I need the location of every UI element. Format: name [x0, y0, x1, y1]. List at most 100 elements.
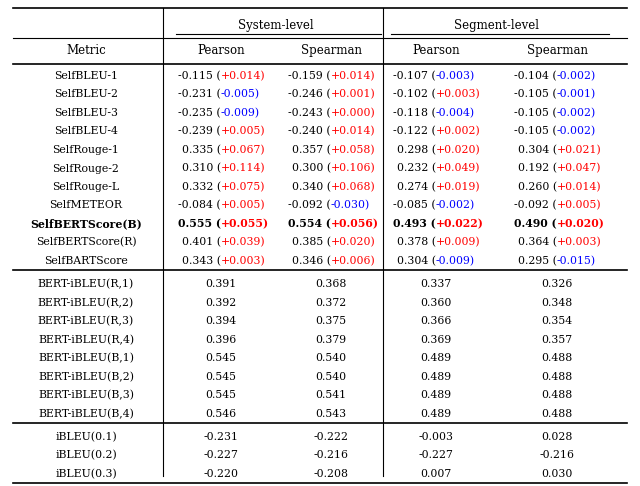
Text: 0.489: 0.489 — [420, 409, 452, 418]
Text: 0.555 (: 0.555 ( — [178, 219, 221, 229]
Text: 0.541: 0.541 — [316, 390, 347, 400]
Text: SelfBLEU-1: SelfBLEU-1 — [54, 71, 118, 81]
Text: 0.540: 0.540 — [316, 372, 347, 382]
Text: 0.028: 0.028 — [541, 432, 573, 442]
Text: -0.115 (: -0.115 ( — [179, 71, 221, 81]
Text: -0.105 (: -0.105 ( — [515, 89, 557, 100]
Text: -0.216: -0.216 — [314, 450, 349, 460]
Text: +0.014): +0.014) — [557, 182, 602, 192]
Text: 0.490 (: 0.490 ( — [515, 219, 557, 229]
Text: 0.295 (: 0.295 ( — [518, 256, 557, 266]
Text: 0.360: 0.360 — [420, 297, 452, 308]
Text: +0.014): +0.014) — [331, 71, 376, 81]
Text: -0.030): -0.030) — [331, 200, 371, 210]
Text: 0.260 (: 0.260 ( — [518, 182, 557, 192]
Text: Pearson: Pearson — [412, 45, 460, 57]
Text: -0.240 (: -0.240 ( — [288, 126, 331, 137]
Text: BERT-iBLEU(R,4): BERT-iBLEU(R,4) — [38, 334, 134, 345]
Text: +0.039): +0.039) — [221, 237, 266, 248]
Text: -0.122 (: -0.122 ( — [393, 126, 436, 137]
Text: -0.002): -0.002) — [557, 108, 596, 118]
Text: 0.357 (: 0.357 ( — [292, 145, 331, 155]
Text: -0.003: -0.003 — [419, 432, 454, 442]
Text: 0.488: 0.488 — [541, 390, 573, 400]
Text: 0.392: 0.392 — [205, 297, 237, 308]
Text: +0.067): +0.067) — [221, 145, 266, 155]
Text: SelfRouge-1: SelfRouge-1 — [52, 145, 120, 155]
Text: iBLEU(0.2): iBLEU(0.2) — [55, 450, 117, 460]
Text: +0.014): +0.014) — [331, 126, 376, 137]
Text: 0.030: 0.030 — [541, 469, 573, 479]
Text: SelfBERTScore(B): SelfBERTScore(B) — [30, 219, 142, 229]
Text: SelfBLEU-4: SelfBLEU-4 — [54, 126, 118, 137]
Text: +0.106): +0.106) — [331, 163, 376, 174]
Text: 0.348: 0.348 — [541, 297, 573, 308]
Text: 0.340 (: 0.340 ( — [292, 182, 331, 192]
Text: -0.227: -0.227 — [419, 450, 453, 460]
Text: -0.104 (: -0.104 ( — [515, 71, 557, 81]
Text: -0.092 (: -0.092 ( — [515, 200, 557, 210]
Text: 0.543: 0.543 — [316, 409, 347, 418]
Text: 0.379: 0.379 — [316, 335, 347, 345]
Text: +0.049): +0.049) — [436, 163, 481, 174]
Text: 0.401 (: 0.401 ( — [182, 237, 221, 248]
Text: 0.378 (: 0.378 ( — [397, 237, 436, 248]
Text: +0.009): +0.009) — [436, 237, 481, 248]
Text: 0.546: 0.546 — [205, 409, 237, 418]
Text: +0.000): +0.000) — [331, 108, 376, 118]
Text: 0.357: 0.357 — [541, 335, 573, 345]
Text: 0.364 (: 0.364 ( — [518, 237, 557, 248]
Text: +0.056): +0.056) — [331, 219, 379, 229]
Text: -0.208: -0.208 — [314, 469, 349, 479]
Text: +0.022): +0.022) — [436, 219, 484, 229]
Text: Metric: Metric — [66, 45, 106, 57]
Text: 0.232 (: 0.232 ( — [397, 163, 436, 174]
Text: BERT-iBLEU(B,2): BERT-iBLEU(B,2) — [38, 371, 134, 382]
Text: SelfBLEU-3: SelfBLEU-3 — [54, 108, 118, 118]
Text: 0.332 (: 0.332 ( — [182, 182, 221, 192]
Text: -0.220: -0.220 — [204, 469, 239, 479]
Text: SelfBARTScore: SelfBARTScore — [44, 256, 128, 266]
Text: 0.488: 0.488 — [541, 372, 573, 382]
Text: BERT-iBLEU(R,1): BERT-iBLEU(R,1) — [38, 279, 134, 289]
Text: +0.002): +0.002) — [436, 126, 481, 137]
Text: System-level: System-level — [238, 19, 314, 33]
Text: 0.394: 0.394 — [205, 316, 237, 326]
Text: 0.304 (: 0.304 ( — [397, 256, 436, 266]
Text: 0.274 (: 0.274 ( — [397, 182, 436, 192]
Text: -0.002): -0.002) — [557, 71, 596, 81]
Text: -0.005): -0.005) — [221, 89, 260, 100]
Text: BERT-iBLEU(R,2): BERT-iBLEU(R,2) — [38, 297, 134, 308]
Text: 0.554 (: 0.554 ( — [288, 219, 331, 229]
Text: +0.020): +0.020) — [557, 219, 605, 229]
Text: -0.216: -0.216 — [540, 450, 575, 460]
Text: -0.239 (: -0.239 ( — [179, 126, 221, 137]
Text: 0.396: 0.396 — [205, 335, 237, 345]
Text: BERT-iBLEU(B,3): BERT-iBLEU(B,3) — [38, 390, 134, 400]
Text: 0.540: 0.540 — [316, 353, 347, 363]
Text: -0.118 (: -0.118 ( — [393, 108, 436, 118]
Text: -0.107 (: -0.107 ( — [393, 71, 436, 81]
Text: +0.075): +0.075) — [221, 182, 266, 192]
Text: 0.354: 0.354 — [541, 316, 573, 326]
Text: -0.002): -0.002) — [436, 200, 476, 210]
Text: -0.246 (: -0.246 ( — [288, 89, 331, 100]
Text: 0.385 (: 0.385 ( — [292, 237, 331, 248]
Text: -0.002): -0.002) — [557, 126, 596, 137]
Text: 0.337: 0.337 — [420, 279, 452, 289]
Text: +0.055): +0.055) — [221, 219, 269, 229]
Text: -0.227: -0.227 — [204, 450, 239, 460]
Text: -0.105 (: -0.105 ( — [515, 108, 557, 118]
Text: +0.020): +0.020) — [436, 145, 481, 155]
Text: -0.222: -0.222 — [314, 432, 349, 442]
Text: Spearman: Spearman — [301, 45, 362, 57]
Text: +0.005): +0.005) — [221, 126, 266, 137]
Text: +0.003): +0.003) — [557, 237, 602, 248]
Text: Segment-level: Segment-level — [454, 19, 539, 33]
Text: 0.391: 0.391 — [205, 279, 237, 289]
Text: 0.335 (: 0.335 ( — [182, 145, 221, 155]
Text: SelfBLEU-2: SelfBLEU-2 — [54, 89, 118, 100]
Text: -0.004): -0.004) — [436, 108, 475, 118]
Text: 0.372: 0.372 — [316, 297, 347, 308]
Text: 0.488: 0.488 — [541, 409, 573, 418]
